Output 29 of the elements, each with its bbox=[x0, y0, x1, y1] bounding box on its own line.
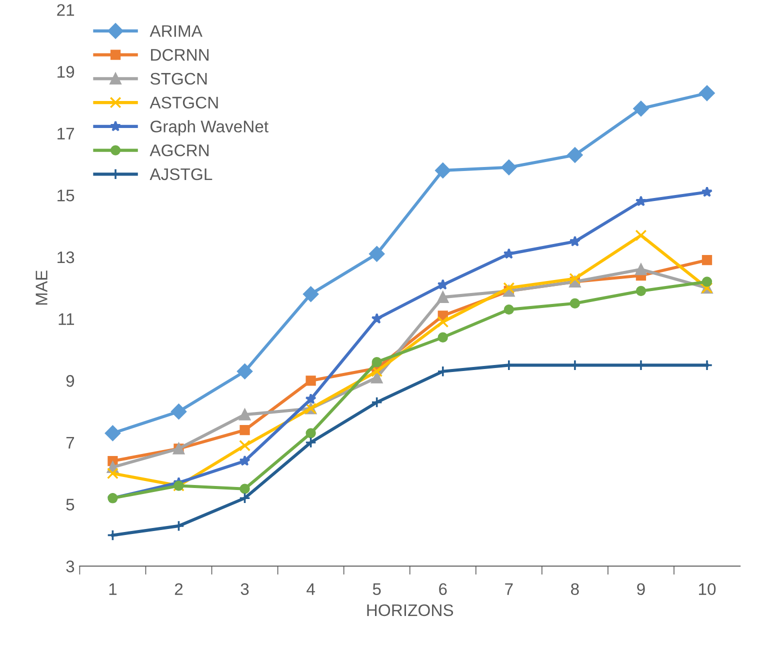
y-tick-label: 3 bbox=[66, 560, 74, 572]
x-tick-label: 5 bbox=[372, 583, 381, 596]
y-tick-label: 17 bbox=[58, 128, 74, 140]
legend-label: ASTGCN bbox=[150, 96, 218, 109]
y-tick-label: 15 bbox=[58, 190, 74, 202]
y-tick-label: 21 bbox=[57, 4, 74, 16]
legend-label: Graph WaveNet bbox=[150, 120, 268, 136]
y-tick-label: 7 bbox=[66, 437, 74, 449]
legend-label: ARIMA bbox=[150, 25, 202, 37]
y-tick-label: 19 bbox=[58, 66, 74, 78]
legend-label: DCRNN bbox=[151, 49, 209, 61]
y-tick-label: 13 bbox=[58, 251, 74, 264]
x-axis-title: HORIZONS bbox=[367, 604, 454, 616]
x-tick-label: 8 bbox=[571, 583, 579, 596]
x-tick-label: 7 bbox=[505, 583, 513, 595]
legend-label: STGCN bbox=[150, 72, 207, 85]
legend-label: AGCRN bbox=[150, 144, 209, 156]
x-tick-label: 2 bbox=[174, 583, 183, 595]
legend-label: AJSTGL bbox=[150, 168, 212, 180]
x-tick-label: 3 bbox=[240, 583, 249, 596]
x-tick-label: 1 bbox=[109, 583, 117, 595]
x-tick-label: 4 bbox=[306, 583, 315, 595]
x-tick-label: 9 bbox=[637, 583, 645, 596]
y-tick-label: 9 bbox=[66, 375, 74, 387]
y-axis-title: MAE bbox=[36, 270, 48, 305]
x-tick-label: 6 bbox=[439, 583, 447, 596]
y-tick-label: 11 bbox=[58, 313, 74, 325]
x-tick-label: 10 bbox=[699, 583, 716, 596]
y-tick-label: 5 bbox=[66, 498, 74, 511]
